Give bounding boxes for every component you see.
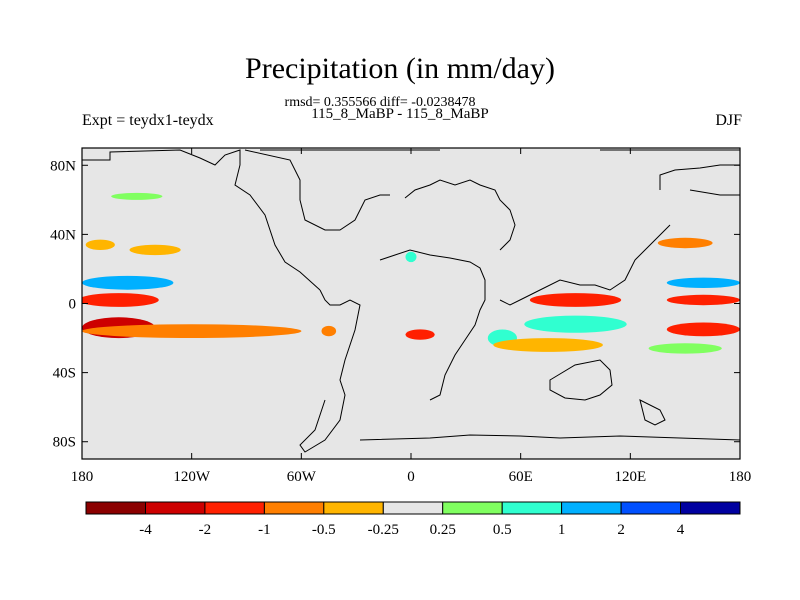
colorbar-swatch-3 bbox=[263, 501, 325, 515]
anomaly-field-6 bbox=[111, 192, 163, 200]
colorbar-swatch-5 bbox=[382, 501, 444, 515]
anomaly-field-8 bbox=[405, 329, 435, 340]
colorbar-swatch-1 bbox=[145, 501, 206, 515]
anomaly-field-18 bbox=[405, 251, 417, 263]
colorbar-label-3: -0.5 bbox=[312, 522, 336, 538]
chart-stats: rmsd= 0.355566 diff= -0.0238478 bbox=[284, 95, 476, 110]
y-tick-label-2: 0 bbox=[69, 297, 77, 313]
x-tick-label-3: 0 bbox=[407, 469, 415, 485]
colorbar-label-9: 4 bbox=[677, 522, 685, 538]
coastline-8 bbox=[659, 164, 740, 190]
coastline-0 bbox=[82, 149, 321, 291]
coastline-9 bbox=[689, 189, 740, 196]
colorbar-swatch-4 bbox=[323, 501, 384, 515]
colorbar-swatch-8 bbox=[561, 501, 622, 515]
colorbar-label-1: -2 bbox=[199, 522, 212, 538]
plot-background bbox=[82, 148, 740, 459]
x-tick-label-2: 60W bbox=[287, 469, 317, 485]
colorbar-swatch-9 bbox=[620, 501, 682, 515]
x-tick-label-4: 60E bbox=[509, 469, 533, 485]
colorbar-swatch-10 bbox=[680, 501, 741, 515]
coastline-11 bbox=[639, 399, 666, 426]
coastline-10 bbox=[549, 359, 613, 401]
anomaly-field-5 bbox=[85, 239, 115, 250]
colorbar-label-8: 2 bbox=[617, 522, 625, 538]
y-axis: 80N 40N 0 40S 80S bbox=[50, 158, 740, 451]
x-tick-label-1: 120W bbox=[173, 469, 211, 485]
coastline-2 bbox=[244, 149, 390, 231]
colorbar-label-5: 0.25 bbox=[430, 522, 456, 538]
anomaly-field-14 bbox=[666, 277, 740, 288]
colorbar-label-2: -1 bbox=[258, 522, 271, 538]
colorbar-label-6: 0.5 bbox=[493, 522, 512, 538]
anomaly-field-1 bbox=[82, 275, 174, 290]
anomaly-field-0 bbox=[82, 293, 159, 307]
colorbar-swatch-2 bbox=[204, 501, 265, 515]
chart-subtitle: 115_8_MaBP - 115_8_MaBP bbox=[311, 106, 489, 122]
x-tick-label-6: 180 bbox=[729, 469, 752, 485]
anomaly-field-12 bbox=[493, 338, 603, 352]
x-tick-label-5: 120E bbox=[614, 469, 646, 485]
anomaly-field-16 bbox=[666, 322, 740, 337]
anomaly-field-10 bbox=[529, 293, 622, 307]
anomaly-field-17 bbox=[648, 343, 722, 354]
colorbar-swatch-0 bbox=[85, 501, 146, 515]
coastline-6 bbox=[499, 224, 671, 306]
coastline-12 bbox=[359, 434, 740, 441]
colorbar-label-0: -4 bbox=[139, 522, 152, 538]
colorbar-swatch-6 bbox=[442, 501, 503, 515]
y-tick-label-4: 80S bbox=[53, 435, 76, 451]
x-tick-label-0: 180 bbox=[71, 469, 94, 485]
coastline-layer bbox=[82, 149, 740, 453]
colorbar-swatch-7 bbox=[501, 501, 563, 515]
chart-title: Precipitation (in mm/day) bbox=[245, 52, 555, 85]
anomaly-field-15 bbox=[666, 294, 740, 306]
anomaly-field-4 bbox=[129, 244, 181, 256]
x-axis: 180 120W 60W 0 60E 120E 180 bbox=[71, 148, 752, 485]
anomaly-fields bbox=[82, 192, 740, 354]
coastline-4 bbox=[404, 179, 516, 251]
y-tick-label-3: 40S bbox=[53, 366, 76, 382]
colorbar-label-4: -0.25 bbox=[368, 522, 399, 538]
colorbar: -4 -2 -1 -0.5 -0.25 0.25 0.5 1 2 4 bbox=[85, 501, 741, 538]
coastline-1 bbox=[299, 289, 361, 453]
coastline-5 bbox=[379, 249, 486, 401]
anomaly-field-7 bbox=[321, 325, 337, 337]
anomaly-field-13 bbox=[657, 237, 713, 249]
anomaly-field-3 bbox=[82, 324, 302, 338]
y-tick-label-1: 40N bbox=[50, 227, 76, 243]
experiment-label: Expt = teydx1-teydx bbox=[82, 112, 214, 129]
colorbar-label-7: 1 bbox=[558, 522, 566, 538]
anomaly-field-11 bbox=[524, 315, 627, 333]
y-tick-label-0: 80N bbox=[50, 158, 76, 174]
season-label: DJF bbox=[715, 112, 742, 129]
